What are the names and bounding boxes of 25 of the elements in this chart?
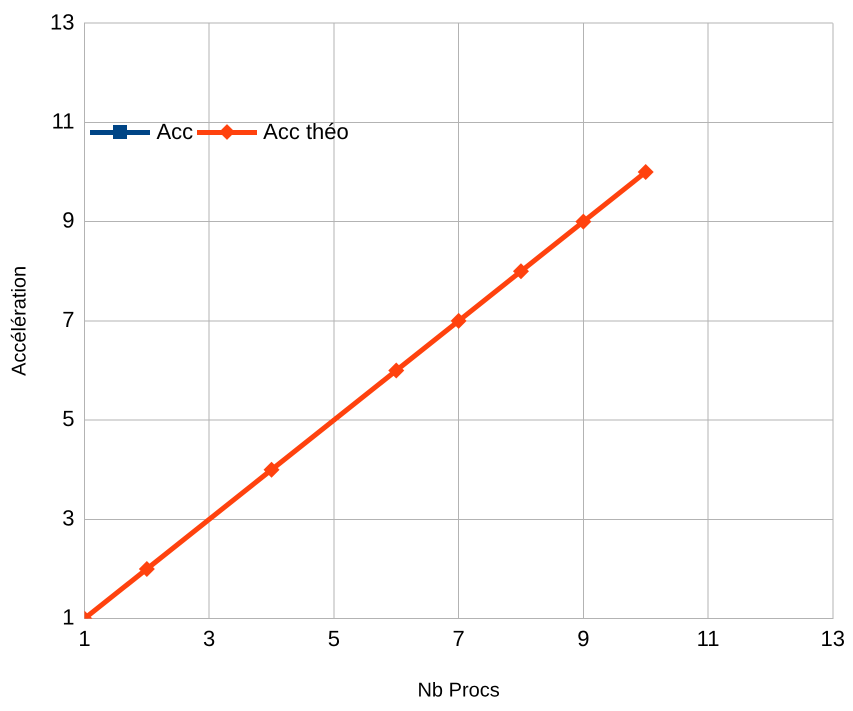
x-tick-label: 11 xyxy=(696,626,720,651)
point xyxy=(575,214,592,230)
x-tick-label: 9 xyxy=(577,626,590,651)
point xyxy=(638,164,654,180)
y-tick-label: 5 xyxy=(62,406,74,432)
x-tick-label: 1 xyxy=(78,626,91,651)
point xyxy=(512,263,529,280)
point xyxy=(264,462,280,478)
point xyxy=(450,312,467,329)
y-tick-label: 3 xyxy=(62,505,74,530)
point xyxy=(388,362,404,379)
x-tick-label: 5 xyxy=(328,626,340,651)
y-tick-label: 9 xyxy=(62,208,74,233)
y-axis-title: Accélération xyxy=(8,266,31,376)
x-tick-label: 13 xyxy=(820,626,846,651)
y-tick-label: 7 xyxy=(62,306,74,332)
x-axis-title: Nb Procs xyxy=(417,680,500,702)
x-tick-label: 3 xyxy=(203,626,216,651)
point xyxy=(138,560,155,577)
legend-label: Acc théo xyxy=(263,119,349,146)
y-tick-label: 13 xyxy=(50,9,74,34)
x-tick-label: 7 xyxy=(452,626,465,651)
legend-label: Acc xyxy=(156,119,194,146)
y-tick-label: 11 xyxy=(52,108,74,134)
y-tick-label: 1 xyxy=(62,604,74,630)
